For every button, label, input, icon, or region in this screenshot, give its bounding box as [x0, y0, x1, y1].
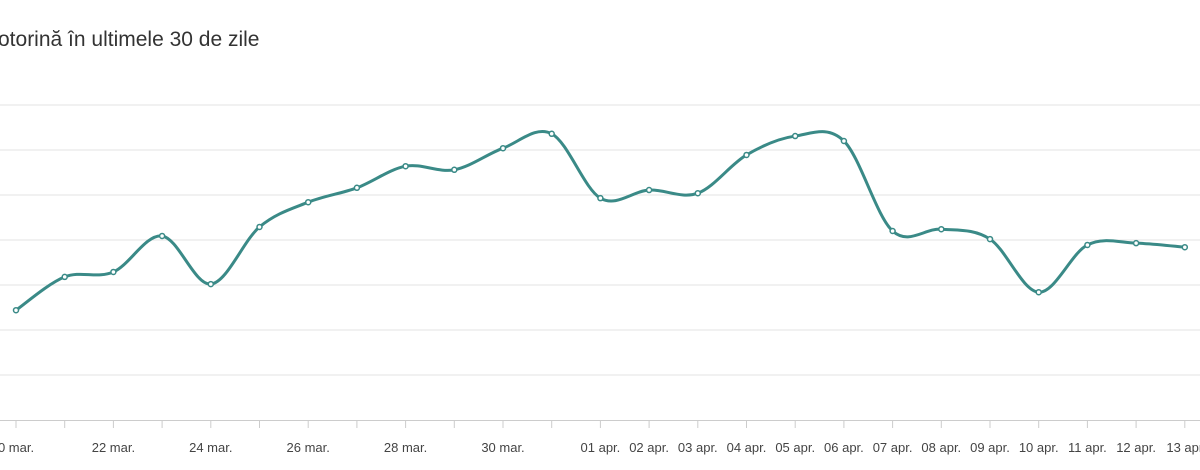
point — [938, 225, 945, 233]
x-tick-label: 24 mar. — [189, 440, 232, 455]
x-tick-label: 04 apr. — [727, 440, 767, 455]
x-tick-label: 11 apr. — [1068, 440, 1107, 455]
point — [694, 189, 702, 197]
point — [743, 151, 750, 159]
point — [110, 268, 117, 276]
x-tick-label: 0 mar. — [0, 440, 34, 455]
point — [548, 130, 555, 138]
point — [451, 166, 458, 174]
x-tick-label: 13 apr — [1166, 440, 1200, 455]
x-tick-label: 10 apr. — [1019, 440, 1059, 455]
point — [12, 306, 20, 314]
line — [15, 130, 1185, 312]
x-tick-label: 07 apr. — [873, 440, 913, 455]
point — [1035, 288, 1042, 296]
x-tick-label: 12 apr. — [1116, 440, 1156, 455]
x-tick-label: 01 apr. — [581, 440, 621, 455]
x-tick-label: 30 mar. — [481, 440, 524, 455]
point — [1132, 239, 1140, 247]
x-tick-label: 03 apr. — [678, 440, 718, 455]
x-tick-label: 26 mar. — [287, 440, 330, 455]
point — [158, 232, 166, 240]
point — [61, 273, 68, 281]
point — [207, 280, 215, 288]
x-tick-label: 22 mar. — [92, 440, 135, 455]
chart-title: otorină în ultimele 30 de zile — [0, 28, 260, 51]
grid — [0, 104, 1200, 421]
point — [402, 162, 409, 170]
point — [986, 235, 994, 243]
x-tick-label: 28 mar. — [384, 440, 427, 455]
point — [1084, 241, 1091, 249]
x-tick-label: 09 apr. — [970, 440, 1010, 455]
point — [791, 132, 799, 140]
point — [840, 137, 848, 145]
point — [353, 184, 361, 192]
point — [304, 198, 312, 206]
point — [645, 186, 653, 194]
point — [1181, 243, 1189, 251]
point — [889, 227, 896, 235]
point — [499, 144, 507, 152]
point — [597, 194, 604, 202]
point — [256, 223, 263, 231]
x-tick-label: 06 apr. — [824, 440, 864, 455]
x-tick-label: 08 apr. — [921, 440, 961, 455]
x-tick-label: 02 apr. — [629, 440, 669, 455]
x-tick-label: 05 apr. — [775, 440, 815, 455]
